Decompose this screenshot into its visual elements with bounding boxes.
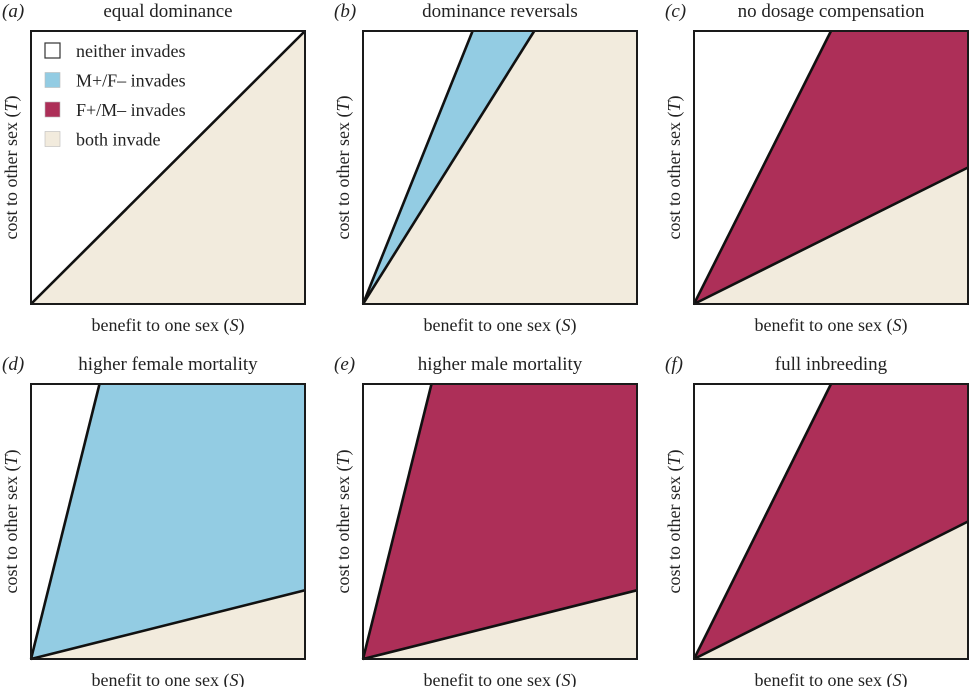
y-axis-label: cost to other sex (T) xyxy=(333,450,354,594)
boundary-line-upper xyxy=(692,383,833,660)
panel-title: equal dominance xyxy=(103,1,232,22)
panel-title: higher male mortality xyxy=(418,354,583,375)
panel-b: (b) dominance reversals benefit to one sex… xyxy=(333,1,638,336)
panel-title: full inbreeding xyxy=(775,354,888,375)
legend-label: F+/M– invades xyxy=(76,100,186,120)
panel-label: (a) xyxy=(2,1,24,22)
legend-item-mplus: M+/F– invades xyxy=(44,71,186,91)
plot-frame xyxy=(30,383,306,660)
boundary-line-upper xyxy=(30,30,306,305)
boundary-line-lower xyxy=(30,588,306,661)
panel-label: (e) xyxy=(334,354,355,375)
legend-item-fplus: F+/M– invades xyxy=(44,100,186,120)
boundary-line-upper xyxy=(29,383,101,660)
y-axis-label: cost to other sex (T) xyxy=(333,96,354,240)
x-axis-label: benefit to one sex (S) xyxy=(92,315,245,336)
panel-c: (c) no dosage compensation benefit to one … xyxy=(664,1,969,336)
panel-label: (c) xyxy=(665,1,686,22)
boundary-line-lower xyxy=(362,588,638,661)
legend-label: both invade xyxy=(76,130,160,150)
x-axis-label: benefit to one sex (S) xyxy=(755,315,908,336)
plot-frame xyxy=(693,383,969,660)
legend-label: neither invades xyxy=(76,41,185,61)
plot-frame xyxy=(693,30,969,305)
panel-d: (d) higher female mortality benefit to one… xyxy=(1,354,306,687)
boundary-line-lower xyxy=(693,166,969,306)
plot-frame xyxy=(30,30,306,305)
y-axis-label: cost to other sex (T) xyxy=(664,96,685,240)
panel-label: (f) xyxy=(665,354,683,375)
legend-item-neither: neither invades xyxy=(44,41,185,61)
x-axis-label: benefit to one sex (S) xyxy=(424,315,577,336)
legend-item-both: both invade xyxy=(44,130,160,150)
panel-e: (e) higher male mortality benefit to one s… xyxy=(333,354,638,687)
boundary-line-lower xyxy=(693,520,969,661)
panel-a: (a) equal dominance benefit to one sex (S)… xyxy=(1,1,306,336)
region-both xyxy=(363,31,637,304)
panel-title: higher female mortality xyxy=(78,354,258,375)
boundary-line-lower xyxy=(361,30,536,305)
boundary-line-upper xyxy=(361,30,474,305)
plot-frame xyxy=(362,30,638,305)
region-mplus xyxy=(31,384,305,659)
legend-label: M+/F– invades xyxy=(76,71,186,91)
legend-swatch xyxy=(44,42,61,59)
x-axis-label: benefit to one sex (S) xyxy=(424,670,577,687)
panel-label: (d) xyxy=(2,354,24,375)
boundary-line-upper xyxy=(361,383,433,660)
legend-swatch xyxy=(44,131,61,147)
x-axis-label: benefit to one sex (S) xyxy=(755,670,908,687)
panel-label: (b) xyxy=(334,1,356,22)
boundary-line-upper xyxy=(692,30,833,305)
panel-title: no dosage compensation xyxy=(738,1,925,22)
region-fplus xyxy=(363,384,637,659)
y-axis-label: cost to other sex (T) xyxy=(664,450,685,594)
y-axis-label: cost to other sex (T) xyxy=(1,450,22,594)
panel-f: (f) full inbreeding benefit to one sex (S)… xyxy=(664,354,969,687)
x-axis-label: benefit to one sex (S) xyxy=(92,670,245,687)
legend-swatch xyxy=(44,72,61,88)
legend: neither invades M+/F– invades F+/M– invade… xyxy=(44,41,186,150)
plot-frame xyxy=(362,383,638,660)
legend-swatch xyxy=(44,101,61,118)
y-axis-label: cost to other sex (T) xyxy=(1,96,22,240)
panel-title: dominance reversals xyxy=(422,1,578,22)
